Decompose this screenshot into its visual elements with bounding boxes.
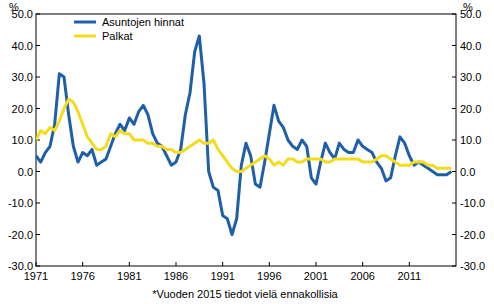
y-tick-label: 0.0 — [18, 166, 33, 178]
chart: -30.0-20.0-10.00.010.020.030.040.050.0-3… — [0, 0, 494, 304]
y2-tick — [452, 140, 456, 141]
y-tick — [36, 266, 40, 267]
legend-swatch — [74, 35, 96, 38]
y-tick — [36, 45, 40, 46]
y2-tick — [452, 108, 456, 109]
series-line — [36, 99, 451, 171]
y-tick — [36, 14, 40, 15]
y2-tick-label: 0.0 — [460, 166, 475, 178]
x-tick — [176, 262, 177, 266]
y-tick — [36, 108, 40, 109]
x-tick-label: 1986 — [164, 270, 188, 282]
y2-tick-label: 40.0 — [460, 40, 481, 52]
y2-tick-label: 20.0 — [460, 103, 481, 115]
y-tick-label: 30.0 — [12, 71, 33, 83]
x-tick-label: 2001 — [304, 270, 328, 282]
y-tick-label: -10.0 — [8, 197, 33, 209]
y2-tick — [452, 234, 456, 235]
x-tick — [362, 262, 363, 266]
x-tick-label: 2011 — [398, 270, 422, 282]
y2-tick — [452, 266, 456, 267]
x-tick — [129, 262, 130, 266]
y2-tick — [452, 45, 456, 46]
x-tick-label: 2006 — [350, 270, 374, 282]
legend-swatch — [74, 21, 96, 24]
legend-label: Asuntojen hinnat — [102, 16, 184, 28]
x-tick — [316, 262, 317, 266]
y2-tick — [452, 77, 456, 78]
x-tick-label: 1991 — [210, 270, 234, 282]
y2-tick — [452, 14, 456, 15]
y-axis-label: % — [9, 1, 19, 13]
y-tick — [36, 203, 40, 204]
y2-axis-label: % — [463, 1, 473, 13]
series-line — [36, 36, 451, 234]
y2-tick — [452, 171, 456, 172]
x-tick — [222, 262, 223, 266]
x-tick-label: 1971 — [24, 270, 48, 282]
y2-tick-label: -20.0 — [460, 229, 485, 241]
x-tick-label: 1981 — [117, 270, 141, 282]
y2-tick-label: -10.0 — [460, 197, 485, 209]
x-tick — [36, 262, 37, 266]
y-tick-label: 10.0 — [12, 134, 33, 146]
x-tick — [269, 262, 270, 266]
y-tick — [36, 77, 40, 78]
x-tick — [409, 262, 410, 266]
y2-tick-label: -30.0 — [460, 260, 485, 272]
y2-tick-label: 10.0 — [460, 134, 481, 146]
y2-tick-label: 30.0 — [460, 71, 481, 83]
x-tick-label: 1996 — [257, 270, 281, 282]
y2-tick — [452, 203, 456, 204]
x-tick — [82, 262, 83, 266]
x-tick-label: 1976 — [70, 270, 94, 282]
series-group — [36, 36, 451, 234]
y-tick-label: 40.0 — [12, 40, 33, 52]
y-tick-label: -20.0 — [8, 229, 33, 241]
y-tick — [36, 234, 40, 235]
plot-frame — [36, 14, 456, 266]
y-tick-label: 20.0 — [12, 103, 33, 115]
y-tick — [36, 171, 40, 172]
legend-label: Palkat — [102, 30, 133, 42]
footnote: *Vuoden 2015 tiedot vielä ennakollisia — [152, 288, 338, 300]
